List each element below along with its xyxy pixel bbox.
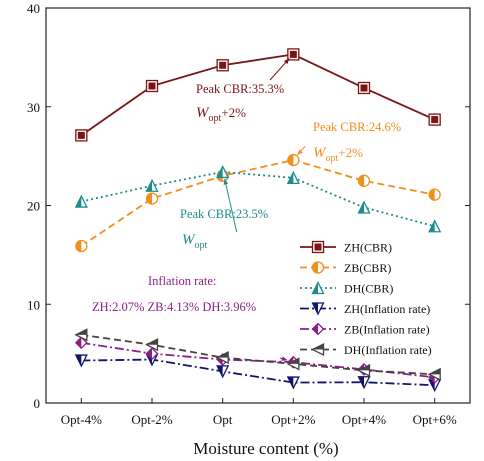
x-tick-label: Opt+4% — [342, 412, 386, 427]
data-point — [286, 357, 300, 371]
data-point — [145, 178, 159, 192]
series-zh-cbr — [75, 48, 441, 142]
legend-label: ZH(Inflation rate) — [344, 302, 430, 316]
legend-swatch-marker — [311, 302, 325, 316]
data-point — [428, 219, 442, 233]
series-line — [81, 333, 435, 376]
zh-peak-annotation: Peak CBR:35.3% — [196, 82, 284, 96]
inflation-arrow-head — [281, 356, 288, 361]
legend-swatch-marker — [311, 281, 325, 295]
inflation-annotation-values: ZH:2.07% ZB:4.13% DH:3.96% — [92, 300, 256, 314]
data-point — [74, 336, 88, 350]
dh-peak-moisture-label: Wopt — [182, 232, 208, 251]
legend-label: ZH(CBR) — [344, 241, 392, 255]
series-dh-cbr — [74, 164, 442, 233]
series-zb-cbr — [75, 153, 441, 253]
legend-item: DH(CBR) — [300, 281, 393, 296]
series-dh-inflation-rate — [74, 328, 441, 381]
zb-peak-annotation: Peak CBR:24.6% — [313, 120, 401, 134]
legend-item: ZH(CBR) — [300, 241, 392, 255]
data-point — [427, 367, 441, 381]
x-tick-label: Opt+6% — [413, 412, 457, 427]
data-point — [215, 351, 229, 365]
data-point — [216, 59, 229, 72]
series-line — [80, 159, 435, 247]
data-point — [74, 328, 88, 342]
x-tick-label: Opt-2% — [131, 412, 172, 427]
series-layer — [74, 48, 442, 393]
legend-swatch-marker — [311, 322, 325, 336]
x-tick-label: Opt — [213, 412, 233, 427]
legend-swatch-marker — [311, 261, 325, 274]
axis-ticks: 0 10 20 30 40 Opt-4% Opt-2% Opt Opt+2% Opt+4% Opt+… — [27, 1, 470, 427]
legend-item: ZB(Inflation rate) — [300, 323, 430, 337]
data-point — [287, 48, 300, 61]
legend-swatch-marker — [311, 342, 325, 357]
zh-peak-moisture-label: Wopt+2% — [196, 105, 246, 124]
y-tick-label: 10 — [27, 297, 40, 312]
dh-peak-annotation: Peak CBR:23.5% — [180, 207, 268, 221]
x-axis-title: Moisture content (%) — [193, 439, 338, 458]
series-zh-inflation-rate — [74, 353, 442, 393]
data-point — [74, 354, 88, 368]
data-point — [428, 113, 441, 126]
data-point — [145, 192, 159, 205]
data-point — [357, 174, 371, 187]
legend-item: ZH(Inflation rate) — [300, 302, 430, 316]
data-point — [357, 81, 371, 95]
legend-item: ZB(CBR) — [300, 261, 391, 275]
legend-label: DH(Inflation rate) — [344, 343, 432, 357]
data-point — [286, 170, 300, 185]
data-point — [357, 363, 371, 377]
series-line — [81, 358, 435, 387]
zb-peak-arrow-head — [297, 149, 303, 156]
data-point — [357, 376, 371, 390]
dh-peak-arrow-head — [223, 178, 229, 185]
legend-swatch-marker — [311, 240, 325, 254]
y-tick-label: 40 — [27, 1, 40, 16]
legend-label: ZB(CBR) — [344, 261, 391, 275]
series-line — [81, 171, 435, 228]
y-tick-label: 30 — [27, 100, 40, 115]
zb-peak-moisture-label: Wopt+2% — [313, 145, 363, 164]
data-point — [145, 79, 159, 93]
x-tick-label: Opt+2% — [271, 412, 315, 427]
y-tick-label: 20 — [27, 199, 40, 214]
dh-peak-arrow — [224, 178, 238, 233]
data-point — [357, 200, 371, 214]
legend-label: ZB(Inflation rate) — [344, 323, 430, 337]
annotations: Peak CBR:35.3% Wopt+2% Peak CBR:24.6% Wo… — [92, 58, 401, 361]
data-point — [75, 129, 88, 142]
y-tick-label: 0 — [34, 396, 41, 411]
inflation-annotation-title: Inflation rate: — [148, 274, 216, 288]
data-point — [145, 338, 159, 352]
zh-peak-arrow-head — [283, 58, 290, 65]
data-point — [145, 347, 159, 361]
legend: ZH(CBR) ZB(CBR) DH(CBR) ZH(Inflation rate) Z… — [300, 241, 432, 357]
data-point — [286, 376, 300, 390]
legend-label: DH(CBR) — [344, 282, 393, 296]
data-point — [287, 153, 300, 167]
data-point — [216, 164, 230, 179]
data-point — [74, 194, 88, 208]
data-point — [428, 188, 441, 201]
data-point — [75, 239, 88, 253]
series-line — [80, 53, 436, 137]
legend-item: DH(Inflation rate) — [300, 342, 432, 357]
x-tick-label: Opt-4% — [61, 412, 102, 427]
